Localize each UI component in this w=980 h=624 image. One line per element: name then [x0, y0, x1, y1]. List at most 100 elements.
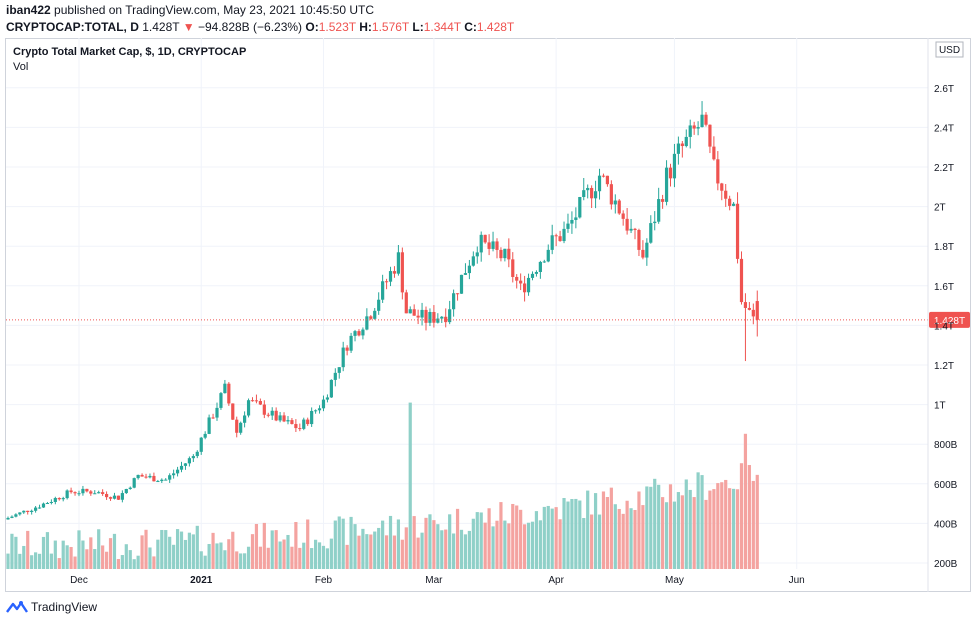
candle-body — [104, 493, 109, 498]
volume-bar — [420, 532, 424, 569]
candle-body — [325, 397, 330, 400]
volume-bar — [369, 534, 373, 569]
candle-body — [156, 481, 160, 483]
candle-body — [590, 187, 594, 199]
volume-bar — [657, 484, 661, 569]
volume-bar — [696, 472, 700, 569]
x-tick-label: Mar — [425, 575, 443, 586]
candle-body — [321, 399, 326, 409]
candle-body — [116, 495, 121, 500]
time-axis: Dec 2021 Feb Mar Apr May Jun — [70, 575, 805, 586]
candle-body — [720, 183, 724, 191]
volume-bar — [712, 489, 716, 569]
volume-bar — [278, 541, 282, 569]
volume-bar — [57, 558, 61, 569]
volume-bar — [187, 532, 191, 569]
tradingview-logo[interactable]: TradingView — [6, 600, 97, 614]
candle-body — [26, 510, 30, 512]
candle-body — [696, 127, 700, 129]
candle-body — [459, 274, 464, 294]
price-scale-unit[interactable]: USD — [935, 41, 964, 58]
volume-bar — [30, 555, 34, 569]
volume-bar — [491, 526, 495, 569]
volume-bar — [53, 540, 57, 569]
volume-bar — [558, 519, 562, 569]
high-value: 1.576T — [371, 20, 410, 34]
candle-body — [400, 252, 404, 293]
candle-body — [735, 203, 740, 259]
volume-bar — [172, 544, 176, 569]
volume-bar — [550, 508, 554, 569]
candle-body — [412, 309, 416, 316]
candle-body — [337, 367, 341, 373]
volume-bar — [207, 544, 211, 569]
candle-body — [507, 248, 511, 260]
candle-body — [203, 433, 207, 438]
volume-bar — [329, 538, 333, 569]
candle-body — [6, 517, 10, 520]
volume-bar — [215, 543, 219, 569]
volume-bar — [144, 529, 148, 569]
volume-bar — [116, 559, 121, 569]
volume-bar — [586, 490, 590, 569]
volume-bar — [353, 524, 357, 569]
volume-bar — [45, 532, 50, 569]
publish-text: published on TradingView.com, May 23, 20… — [54, 3, 375, 17]
chart-frame[interactable] — [5, 38, 971, 592]
candle-body — [239, 422, 243, 433]
volume-bar — [262, 522, 266, 569]
candle-body — [649, 223, 653, 243]
volume-bar — [93, 549, 97, 569]
volume-bar — [104, 551, 109, 569]
volume-bar — [160, 529, 164, 569]
volume-bar — [645, 486, 649, 569]
volume-bar — [227, 539, 231, 569]
candle-body — [511, 259, 515, 277]
candle-body — [219, 393, 223, 408]
price-candles — [6, 101, 759, 520]
volume-bar — [479, 512, 483, 569]
candle-body — [633, 228, 637, 230]
volume-bar — [179, 531, 184, 569]
volume-bar — [61, 540, 65, 569]
volume-bar — [515, 505, 519, 569]
volume-bar — [140, 535, 144, 569]
grid-lines — [6, 38, 928, 569]
candle-body — [77, 493, 81, 495]
volume-bar — [747, 465, 751, 569]
brand-name: TradingView — [31, 600, 98, 614]
volume-bar — [175, 529, 180, 569]
last-price-tag-label: 1.428T — [934, 316, 965, 327]
author-name[interactable]: iban422 — [6, 3, 51, 17]
volume-bar — [519, 509, 523, 569]
candle-body — [653, 221, 657, 224]
candle-body — [136, 474, 140, 479]
volume-bar — [463, 534, 468, 569]
volume-bar — [148, 547, 152, 569]
volume-bar — [235, 551, 239, 569]
candle-body — [97, 492, 101, 494]
volume-bar — [266, 547, 270, 569]
candle-body — [10, 516, 14, 518]
volume-bar — [128, 550, 132, 569]
volume-bar — [459, 529, 464, 569]
candle-body — [680, 143, 684, 147]
candle-body — [546, 249, 550, 262]
volume-bar — [313, 539, 318, 569]
candle-body — [625, 218, 629, 231]
candle-body — [444, 316, 448, 323]
candle-body — [215, 407, 219, 418]
volume-bar — [739, 463, 744, 569]
candle-body — [317, 408, 322, 411]
candle-body — [578, 197, 582, 218]
volume-bar — [724, 479, 728, 569]
volume-bar — [168, 536, 172, 569]
candle-body — [743, 302, 748, 308]
volume-bar — [73, 556, 77, 569]
candle-body — [199, 437, 203, 452]
candle-body — [69, 490, 73, 493]
y-tick-label: 1.8T — [934, 242, 954, 253]
candle-body — [570, 219, 574, 224]
volume-bar — [333, 520, 337, 569]
